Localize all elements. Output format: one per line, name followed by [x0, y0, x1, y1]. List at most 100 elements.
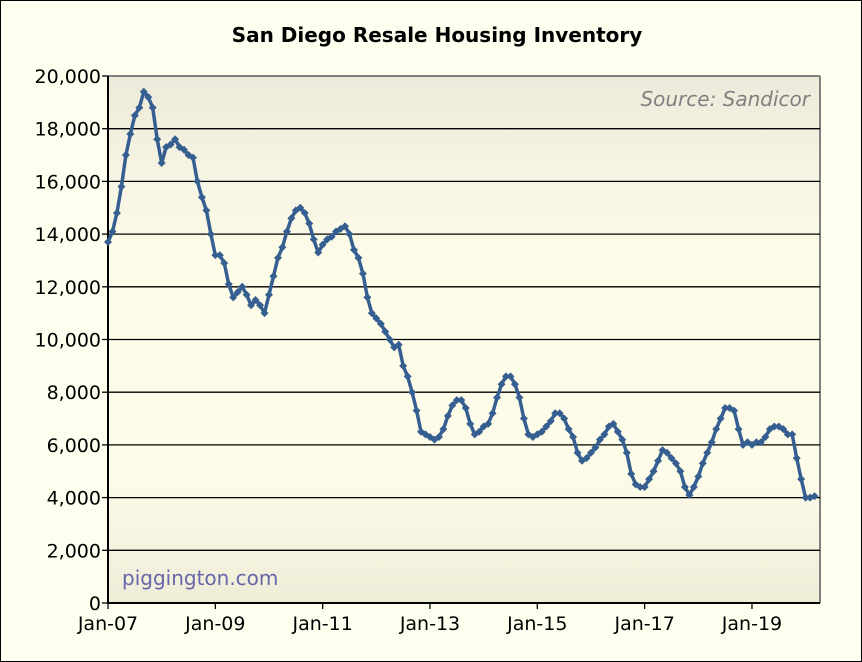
data-point — [399, 361, 408, 370]
data-point — [519, 414, 528, 423]
data-point — [443, 411, 452, 420]
x-tick-label: Jan-09 — [184, 613, 245, 635]
data-point — [676, 467, 685, 476]
data-point — [171, 135, 180, 144]
data-point — [721, 404, 730, 413]
data-point — [381, 327, 390, 336]
data-point — [148, 103, 157, 112]
data-point — [403, 372, 412, 381]
data-point — [573, 448, 582, 457]
data-point — [211, 251, 220, 260]
data-point — [139, 87, 148, 96]
data-point — [564, 425, 573, 434]
data-point — [569, 432, 578, 441]
data-point — [752, 438, 761, 447]
data-point — [618, 435, 627, 444]
data-point — [354, 253, 363, 262]
data-point — [703, 448, 712, 457]
data-point — [591, 443, 600, 452]
x-tick-label: Jan-11 — [291, 613, 352, 635]
data-point — [636, 483, 645, 492]
data-point — [645, 475, 654, 484]
data-point — [734, 425, 743, 434]
data-point — [502, 372, 511, 381]
data-point — [273, 253, 282, 262]
data-point — [341, 222, 350, 231]
data-point — [251, 295, 260, 304]
data-point — [314, 248, 323, 257]
data-point — [792, 454, 801, 463]
data-point — [238, 282, 247, 291]
data-point — [698, 459, 707, 468]
data-point — [220, 259, 229, 268]
data-point — [466, 419, 475, 428]
data-point — [600, 430, 609, 439]
data-point — [372, 314, 381, 323]
data-point — [157, 158, 166, 167]
data-point — [108, 227, 117, 236]
data-point — [537, 427, 546, 436]
data-point — [144, 93, 153, 102]
data-point — [716, 414, 725, 423]
data-point — [394, 340, 403, 349]
data-point — [224, 280, 233, 289]
data-point — [654, 456, 663, 465]
y-tick-label: 16,000 — [35, 171, 101, 193]
y-tick-label: 12,000 — [35, 277, 101, 299]
data-point — [475, 427, 484, 436]
data-point — [376, 319, 385, 328]
data-point — [801, 493, 810, 502]
data-point — [797, 475, 806, 484]
data-point — [112, 209, 121, 218]
x-tick-label: Jan-15 — [506, 613, 567, 635]
y-tick-label: 0 — [89, 593, 101, 615]
chart-title: San Diego Resale Housing Inventory — [232, 23, 643, 47]
data-point — [197, 193, 206, 202]
data-point — [126, 129, 135, 138]
data-point — [510, 380, 519, 389]
data-point — [260, 309, 269, 318]
data-point — [694, 472, 703, 481]
data-point — [649, 467, 658, 476]
data-point — [613, 427, 622, 436]
data-point — [810, 492, 819, 501]
data-point — [779, 425, 788, 434]
data-point — [264, 290, 273, 299]
data-point — [712, 425, 721, 434]
data-point — [497, 380, 506, 389]
y-tick-label: 8,000 — [47, 382, 101, 404]
x-tick-label: Jan-19 — [721, 613, 782, 635]
data-point — [783, 430, 792, 439]
data-point — [586, 448, 595, 457]
data-point — [452, 396, 461, 405]
data-point — [408, 388, 417, 397]
data-point — [515, 393, 524, 402]
data-point — [555, 409, 564, 418]
y-tick-label: 14,000 — [35, 224, 101, 246]
data-point — [104, 238, 112, 247]
data-point — [206, 230, 215, 239]
data-point — [707, 438, 716, 447]
data-point — [756, 438, 765, 447]
data-point — [242, 290, 251, 299]
data-point — [327, 232, 336, 241]
data-point — [788, 430, 797, 439]
data-point — [770, 422, 779, 431]
data-point — [484, 419, 493, 428]
x-tick-label: Jan-17 — [613, 613, 674, 635]
data-point — [188, 153, 197, 162]
data-point — [229, 293, 238, 302]
data-point — [412, 406, 421, 415]
data-point — [560, 414, 569, 423]
y-tick-label: 2,000 — [47, 540, 101, 562]
data-point — [448, 401, 457, 410]
data-point — [730, 406, 739, 415]
x-tick-label: Jan-13 — [399, 613, 460, 635]
data-point — [153, 135, 162, 144]
data-point — [202, 206, 211, 215]
data-point — [269, 272, 278, 281]
data-point — [582, 454, 591, 463]
data-point — [439, 425, 448, 434]
data-point — [180, 145, 189, 154]
data-point — [309, 235, 318, 244]
